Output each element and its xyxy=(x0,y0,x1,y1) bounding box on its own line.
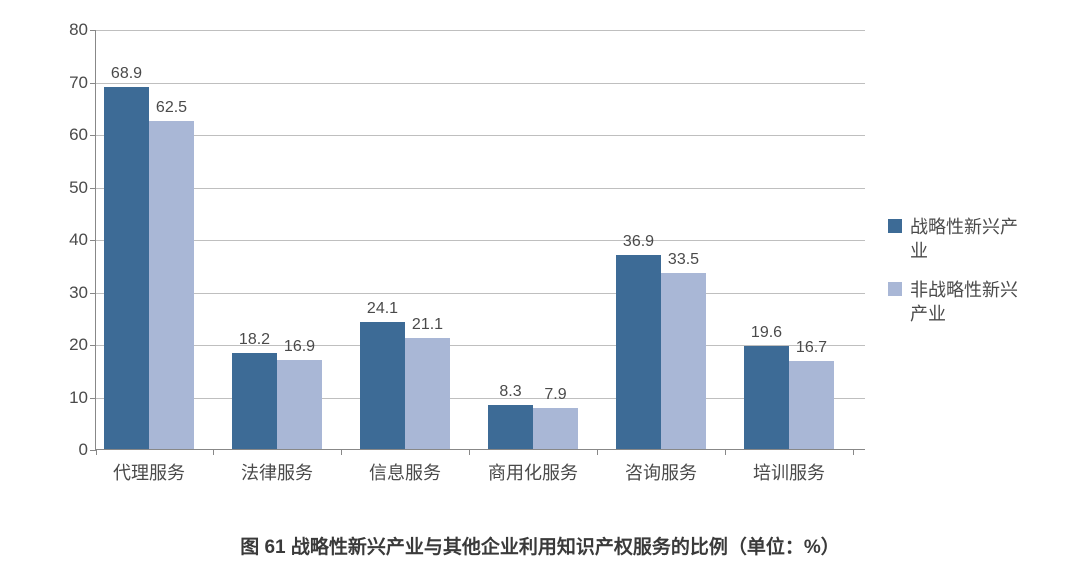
y-tick-mark xyxy=(90,240,96,241)
y-tick-mark xyxy=(90,83,96,84)
bar-value-label: 62.5 xyxy=(156,99,187,117)
bar: 62.5 xyxy=(149,121,194,449)
x-axis-label: 信息服务 xyxy=(369,459,441,485)
y-tick-label: 80 xyxy=(48,20,88,40)
chart-caption: 图 61 战略性新兴产业与其他企业利用知识产权服务的比例（单位：%） xyxy=(0,532,1080,559)
y-tick-mark xyxy=(90,293,96,294)
legend: 战略性新兴产业 非战略性新兴产业 xyxy=(888,215,1068,340)
y-tick-label: 0 xyxy=(48,440,88,460)
y-tick-label: 10 xyxy=(48,388,88,408)
gridline xyxy=(96,188,865,189)
bar: 16.7 xyxy=(789,361,834,449)
bar: 68.9 xyxy=(104,87,149,449)
y-tick-mark xyxy=(90,345,96,346)
x-tick-mark xyxy=(469,449,470,455)
bar-value-label: 8.3 xyxy=(499,383,521,401)
bar-value-label: 19.6 xyxy=(751,324,782,342)
legend-swatch-1 xyxy=(888,219,902,233)
bar-value-label: 16.9 xyxy=(284,338,315,356)
gridline xyxy=(96,293,865,294)
x-axis-label: 法律服务 xyxy=(241,459,313,485)
bar-value-label: 18.2 xyxy=(239,331,270,349)
y-tick-label: 60 xyxy=(48,125,88,145)
x-axis-label: 咨询服务 xyxy=(625,459,697,485)
x-axis-label: 商用化服务 xyxy=(488,459,578,485)
bar: 33.5 xyxy=(661,273,706,449)
y-tick-label: 50 xyxy=(48,178,88,198)
gridline xyxy=(96,83,865,84)
x-axis-label: 培训服务 xyxy=(753,459,825,485)
bar-value-label: 21.1 xyxy=(412,316,443,334)
y-tick-mark xyxy=(90,398,96,399)
bar-value-label: 24.1 xyxy=(367,300,398,318)
gridline xyxy=(96,135,865,136)
bar-value-label: 16.7 xyxy=(796,339,827,357)
bar: 18.2 xyxy=(232,353,277,449)
legend-swatch-2 xyxy=(888,282,902,296)
legend-item: 非战略性新兴产业 xyxy=(888,278,1068,327)
bar: 36.9 xyxy=(616,255,661,449)
x-tick-mark xyxy=(853,449,854,455)
gridline xyxy=(96,30,865,31)
chart-container: 01020304050607080代理服务68.962.5法律服务18.216.… xyxy=(40,20,1040,520)
bar-value-label: 7.9 xyxy=(544,386,566,404)
y-tick-label: 70 xyxy=(48,73,88,93)
bar: 7.9 xyxy=(533,408,578,449)
y-tick-label: 20 xyxy=(48,335,88,355)
x-tick-mark xyxy=(597,449,598,455)
bar: 21.1 xyxy=(405,338,450,449)
y-tick-mark xyxy=(90,188,96,189)
bar: 8.3 xyxy=(488,405,533,449)
gridline xyxy=(96,240,865,241)
bar: 16.9 xyxy=(277,360,322,449)
x-tick-mark xyxy=(725,449,726,455)
x-tick-mark xyxy=(96,449,97,455)
legend-item: 战略性新兴产业 xyxy=(888,215,1068,264)
x-tick-mark xyxy=(213,449,214,455)
y-tick-mark xyxy=(90,135,96,136)
y-tick-label: 40 xyxy=(48,230,88,250)
y-tick-mark xyxy=(90,30,96,31)
plot-area: 01020304050607080代理服务68.962.5法律服务18.216.… xyxy=(95,30,865,450)
x-axis-label: 代理服务 xyxy=(113,459,185,485)
bar-value-label: 36.9 xyxy=(623,233,654,251)
bar-value-label: 68.9 xyxy=(111,65,142,83)
legend-label-2: 非战略性新兴产业 xyxy=(910,278,1030,327)
bar-value-label: 33.5 xyxy=(668,251,699,269)
bar: 19.6 xyxy=(744,346,789,449)
y-tick-label: 30 xyxy=(48,283,88,303)
x-tick-mark xyxy=(341,449,342,455)
bar: 24.1 xyxy=(360,322,405,449)
legend-label-1: 战略性新兴产业 xyxy=(910,215,1030,264)
